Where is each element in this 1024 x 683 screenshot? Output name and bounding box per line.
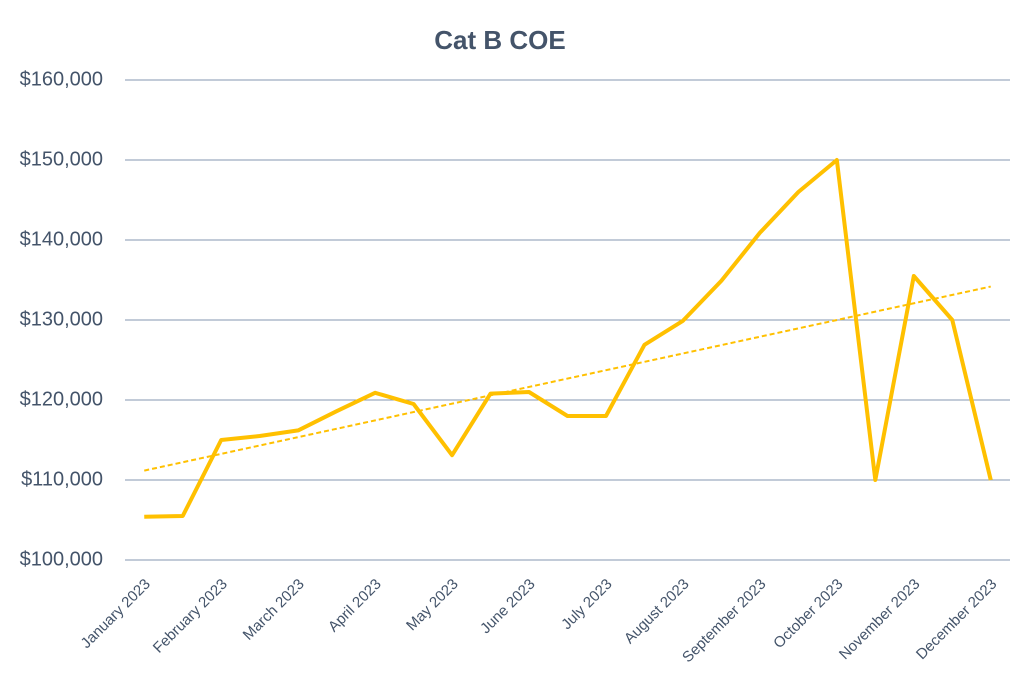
y-tick-label: $160,000 — [20, 68, 103, 90]
y-tick-label: $130,000 — [20, 308, 103, 330]
line-series — [144, 158, 993, 519]
x-tick-label: November 2023 — [836, 576, 923, 663]
x-tick-label: July 2023 — [558, 576, 615, 633]
x-tick-label: October 2023 — [770, 576, 846, 652]
x-tick-label: August 2023 — [621, 576, 693, 648]
x-tick-label: December 2023 — [913, 576, 1000, 663]
y-tick-label: $150,000 — [20, 148, 103, 170]
x-tick-label: February 2023 — [150, 576, 231, 657]
x-tick-label: April 2023 — [325, 576, 385, 636]
y-tick-label: $100,000 — [20, 548, 103, 570]
x-tick-label: January 2023 — [78, 576, 154, 652]
y-tick-label: $110,000 — [21, 468, 103, 490]
y-tick-label: $140,000 — [20, 228, 103, 250]
y-tick-label: $120,000 — [20, 388, 103, 410]
trendline — [144, 285, 991, 472]
x-tick-label: June 2023 — [477, 576, 539, 638]
x-tick-label: March 2023 — [240, 576, 308, 644]
chart-title: Cat B COE — [434, 25, 565, 55]
x-tick-label: May 2023 — [403, 576, 462, 635]
x-tick-label: September 2023 — [679, 576, 769, 666]
